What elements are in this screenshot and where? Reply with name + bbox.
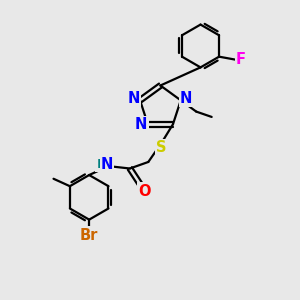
Text: H: H	[96, 158, 107, 171]
Text: N: N	[101, 157, 113, 172]
Text: O: O	[138, 184, 150, 199]
Text: S: S	[156, 140, 166, 155]
Text: N: N	[180, 91, 192, 106]
Text: Br: Br	[80, 228, 98, 243]
Text: F: F	[236, 52, 246, 67]
Text: N: N	[135, 117, 148, 132]
Text: N: N	[127, 91, 140, 106]
